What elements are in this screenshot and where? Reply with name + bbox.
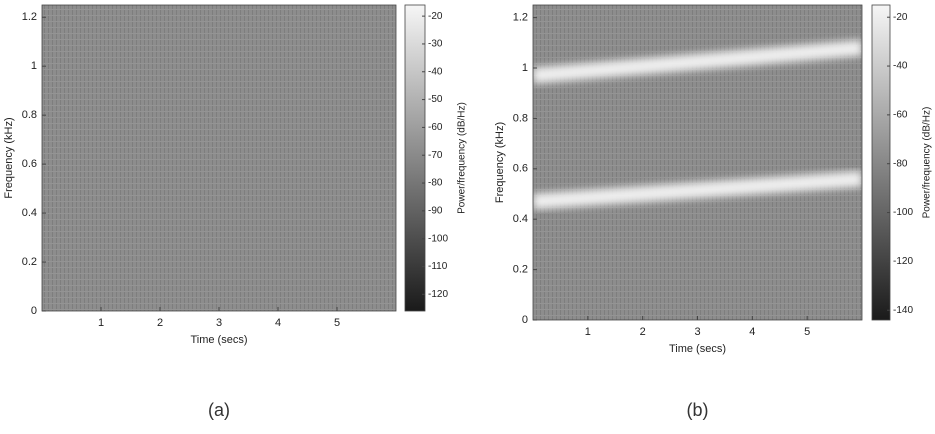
y-tick-label: 0.8: [513, 112, 528, 124]
colorbar-tick-label: -20: [428, 11, 443, 22]
ridges: [533, 39, 862, 210]
ridge: [533, 39, 862, 84]
colorbar-tick-label: -120: [428, 289, 448, 300]
colorbar-tick-label: -20: [893, 12, 908, 23]
caption: (a): [208, 400, 230, 420]
colorbar-tick-label: -80: [428, 178, 443, 189]
y-tick-label: 1: [31, 60, 37, 72]
y-tick-label: 0.2: [513, 264, 528, 276]
colorbar-tick-label: -60: [428, 122, 443, 133]
colorbar-tick-label: -140: [893, 305, 913, 316]
x-tick-label: 2: [157, 317, 163, 329]
x-tick-label: 5: [334, 317, 340, 329]
ridges: [42, 28, 396, 185]
y-tick-label: 0.4: [513, 213, 528, 225]
colorbar-tick-label: -120: [893, 256, 913, 267]
colorbar-tick-label: -40: [428, 66, 443, 77]
colorbar-tick-label: -80: [893, 158, 908, 169]
ridge: [533, 170, 862, 210]
y-tick-label: 1.2: [22, 11, 37, 23]
y-tick-label: 0.8: [22, 109, 37, 121]
colorbar-tick-label: -50: [428, 94, 443, 105]
x-tick-label: 4: [749, 326, 755, 338]
x-tick-label: 1: [585, 326, 591, 338]
colorbar: [871, 4, 891, 321]
x-tick-label: 2: [640, 326, 646, 338]
x-tick-label: 1: [98, 317, 104, 329]
colorbar-tick-label: -110: [428, 261, 448, 272]
y-axis-label: Frequency (kHz): [3, 117, 15, 198]
y-tick-label: 0.2: [22, 256, 37, 268]
colorbar-tick-label: -100: [428, 233, 448, 244]
caption: (b): [687, 400, 709, 420]
y-tick-label: 0.4: [22, 207, 37, 219]
x-axis-label: Time (secs): [669, 343, 726, 355]
x-tick-label: 3: [216, 317, 222, 329]
y-tick-label: 0.6: [513, 163, 528, 175]
y-tick-label: 0.6: [22, 158, 37, 170]
colorbar-tick-label: -40: [893, 61, 908, 72]
colorbar: [404, 4, 426, 312]
colorbar-tick-label: -90: [428, 205, 443, 216]
plot-background: [42, 5, 396, 311]
x-axis-label: Time (secs): [190, 334, 247, 346]
x-tick-label: 3: [694, 326, 700, 338]
x-tick-label: 4: [275, 317, 281, 329]
y-tick-label: 0: [522, 314, 528, 326]
y-axis-label: Frequency (kHz): [494, 122, 506, 203]
y-tick-label: 1.2: [513, 12, 528, 24]
colorbar-tick-label: -60: [893, 110, 908, 121]
colorbar-tick-label: -100: [893, 207, 913, 218]
colorbar-tick-label: -70: [428, 150, 443, 161]
colorbar-label: Power/frequency (dB/Hz): [457, 102, 468, 214]
y-tick-label: 0: [31, 305, 37, 317]
y-tick-label: 1: [522, 62, 528, 74]
colorbar-tick-label: -30: [428, 39, 443, 50]
x-tick-label: 5: [804, 326, 810, 338]
colorbar-label: Power/frequency (dB/Hz): [922, 107, 933, 219]
